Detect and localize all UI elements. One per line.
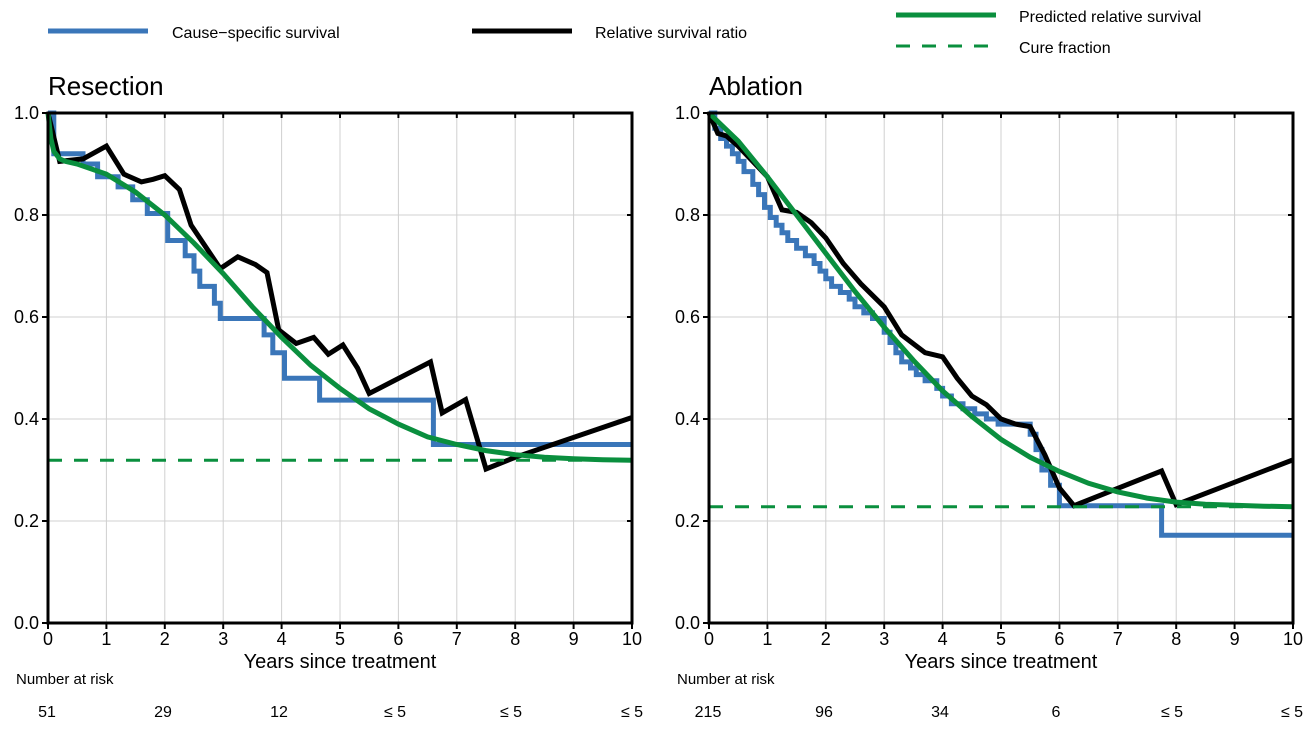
risk-count: 96 bbox=[815, 704, 833, 721]
y-tick-label: 0.0 bbox=[675, 613, 700, 633]
x-tick-label: 10 bbox=[1283, 629, 1303, 649]
y-tick-label: 0.2 bbox=[14, 511, 39, 531]
panel-resection: 0 1 2 3 4 5 6 7 8 9 100.00.20.40.60.81.0ResectionY… bbox=[14, 71, 643, 721]
x-axis-label: Years since treatment bbox=[905, 651, 1098, 673]
panel-ablation: 0 1 2 3 4 5 6 7 8 9 100.00.20.40.60.81.0AblationYe… bbox=[675, 71, 1303, 721]
series-predicted-relative-survival bbox=[707, 111, 1294, 510]
risk-table-header: Number at risk bbox=[16, 671, 114, 688]
series-relative-survival-ratio bbox=[45, 112, 633, 473]
risk-count: 12 bbox=[270, 704, 288, 721]
x-tick-label: 3 bbox=[218, 629, 228, 649]
x-tick-label: 6 bbox=[1054, 629, 1064, 649]
y-tick-label: 0.4 bbox=[675, 409, 700, 429]
y-tick-label: 0.0 bbox=[14, 613, 39, 633]
x-tick-label: 8 bbox=[1171, 629, 1181, 649]
legend: Cause−specific survival Relative survival… bbox=[48, 9, 1201, 57]
x-tick-label: 2 bbox=[821, 629, 831, 649]
x-tick-label: 1 bbox=[762, 629, 772, 649]
y-tick-label: 0.8 bbox=[675, 205, 700, 225]
x-tick-label: 4 bbox=[277, 629, 287, 649]
risk-count: ≤ 5 bbox=[384, 704, 406, 721]
series-cause-specific-survival bbox=[48, 110, 632, 447]
x-tick-label: 2 bbox=[160, 629, 170, 649]
legend-label-3: Cure fraction bbox=[1019, 40, 1111, 57]
risk-count: 215 bbox=[695, 704, 722, 721]
x-tick-label: 6 bbox=[393, 629, 403, 649]
legend-label-1: Relative survival ratio bbox=[595, 25, 747, 42]
x-tick-label: 7 bbox=[1113, 629, 1123, 649]
risk-count: ≤ 5 bbox=[1281, 704, 1303, 721]
x-tick-label: 7 bbox=[452, 629, 462, 649]
y-tick-label: 0.4 bbox=[14, 409, 39, 429]
x-tick-label: 5 bbox=[335, 629, 345, 649]
y-tick-label: 0.2 bbox=[675, 511, 700, 531]
risk-count: 34 bbox=[931, 704, 949, 721]
x-tick-label: 8 bbox=[510, 629, 520, 649]
x-tick-label: 9 bbox=[1230, 629, 1240, 649]
x-tick-label: 10 bbox=[622, 629, 642, 649]
y-tick-label: 0.6 bbox=[14, 307, 39, 327]
x-tick-label: 4 bbox=[938, 629, 948, 649]
y-tick-label: 0.6 bbox=[675, 307, 700, 327]
risk-count: ≤ 5 bbox=[500, 704, 522, 721]
panel-title: Resection bbox=[48, 71, 164, 101]
risk-table-header: Number at risk bbox=[677, 671, 775, 688]
risk-count: 6 bbox=[1052, 704, 1061, 721]
series-cause-specific-survival bbox=[709, 110, 1293, 538]
y-tick-label: 1.0 bbox=[14, 103, 39, 123]
x-tick-label: 0 bbox=[43, 629, 53, 649]
x-tick-label: 0 bbox=[704, 629, 714, 649]
legend-label-2: Predicted relative survival bbox=[1019, 9, 1201, 26]
x-tick-label: 1 bbox=[101, 629, 111, 649]
x-tick-label: 3 bbox=[879, 629, 889, 649]
x-tick-label: 5 bbox=[996, 629, 1006, 649]
legend-label-0: Cause−specific survival bbox=[172, 25, 340, 42]
risk-count: ≤ 5 bbox=[621, 704, 643, 721]
x-tick-label: 9 bbox=[569, 629, 579, 649]
risk-count: 51 bbox=[38, 704, 56, 721]
risk-count: 29 bbox=[154, 704, 172, 721]
series-predicted-relative-survival bbox=[45, 112, 633, 463]
y-tick-label: 0.8 bbox=[14, 205, 39, 225]
risk-count: ≤ 5 bbox=[1161, 704, 1183, 721]
x-axis-label: Years since treatment bbox=[244, 651, 437, 673]
panel-title: Ablation bbox=[709, 71, 803, 101]
y-tick-label: 1.0 bbox=[675, 103, 700, 123]
